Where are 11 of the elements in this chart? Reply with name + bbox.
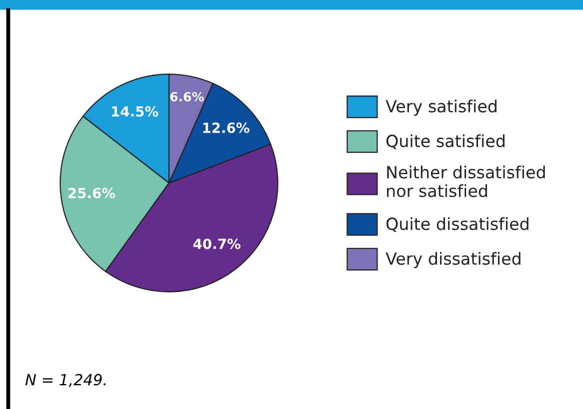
data-label: 14.5%	[112, 106, 158, 117]
data-label: 25.6%	[68, 188, 116, 198]
data-label: 12.6%	[203, 122, 250, 134]
data-label: 6.6%	[170, 92, 204, 102]
data-label: 40.7%	[193, 238, 240, 250]
legend-label: Quite satisfied	[386, 134, 504, 150]
legend-label: Quite dissatisfied	[386, 217, 528, 232]
text: N = 1,249.	[25, 374, 106, 387]
legend-label: Neither dissatisfied nor satisfied	[387, 166, 545, 198]
legend-label: Very satisfied	[386, 100, 496, 116]
legend-label: Very dissatisfied	[386, 252, 520, 268]
